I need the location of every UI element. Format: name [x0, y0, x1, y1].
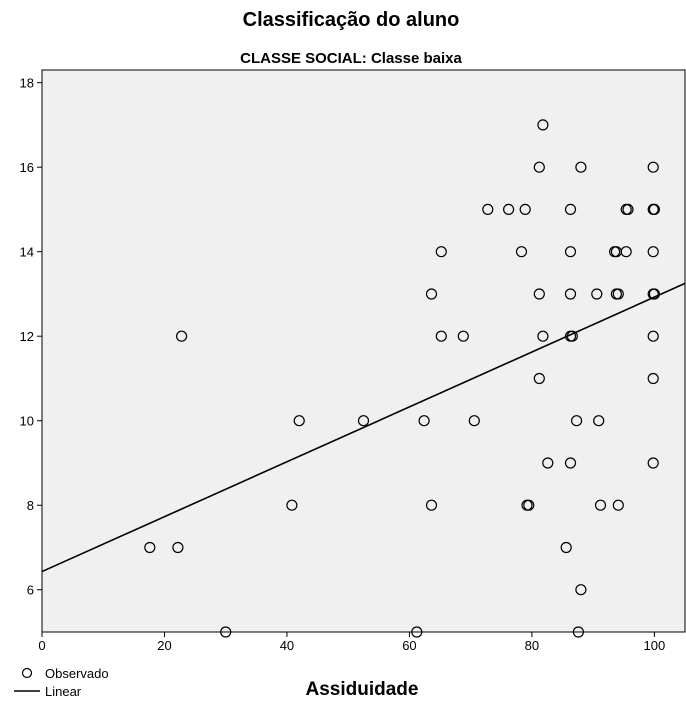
x-tick-label-4: 80	[525, 638, 539, 653]
x-tick-label-0: 0	[38, 638, 45, 653]
plot-area	[41, 69, 686, 633]
data-point-1	[172, 541, 184, 554]
data-point-14	[468, 415, 480, 427]
data-point-47	[620, 246, 632, 258]
data-point-23	[533, 372, 545, 385]
y-axis-ticks: 6 8 10 12 14 16 18	[20, 76, 42, 598]
data-point-8	[418, 415, 430, 427]
data-point-30	[564, 288, 577, 300]
data-point-17	[515, 246, 528, 258]
data-point-52	[647, 246, 659, 258]
data-point-29	[564, 246, 577, 258]
data-point-2	[176, 330, 188, 342]
scatter-points	[144, 119, 661, 638]
legend-observed-marker	[21, 667, 33, 679]
data-point-20	[523, 499, 535, 511]
data-point-4	[286, 499, 298, 511]
data-point-3	[220, 626, 232, 638]
chart-subtitle: CLASSE SOCIAL: Classe baixa	[240, 50, 462, 67]
data-point-57	[647, 457, 659, 469]
data-point-16	[503, 203, 515, 215]
data-point-5	[293, 415, 305, 427]
data-point-18	[519, 203, 531, 215]
data-point-6	[357, 415, 370, 427]
data-point-25	[537, 330, 549, 342]
data-point-48	[622, 203, 634, 215]
x-tick-label-2: 40	[280, 638, 294, 653]
y-tick-label-6: 18	[20, 76, 34, 91]
data-point-12	[435, 330, 447, 342]
legend: Observado Linear	[14, 666, 109, 699]
data-point-40	[594, 499, 607, 511]
data-point-22	[533, 288, 545, 300]
y-tick-label-0: 6	[27, 583, 34, 598]
chart-title: Classificação do aluno	[243, 9, 460, 31]
data-point-34	[570, 415, 583, 427]
legend-linear-label: Linear	[45, 684, 82, 699]
x-axis-label: Assiduidade	[306, 679, 419, 700]
data-point-35	[572, 626, 585, 638]
data-point-33	[564, 457, 577, 469]
data-point-38	[591, 288, 603, 300]
data-point-37	[575, 161, 587, 173]
x-axis-ticks: 0 20 40 60 80 100	[38, 632, 665, 653]
legend-observed-label: Observado	[45, 666, 109, 681]
y-tick-label-4: 14	[20, 245, 34, 260]
data-point-26	[542, 457, 554, 469]
data-point-21	[533, 161, 545, 173]
data-point-44	[612, 288, 624, 300]
x-tick-label-3: 60	[402, 638, 416, 653]
y-tick-label-1: 8	[27, 498, 34, 513]
x-tick-label-5: 100	[644, 638, 666, 653]
data-point-27	[560, 541, 572, 554]
y-tick-label-5: 16	[20, 160, 34, 175]
linear-fit-line	[41, 282, 686, 573]
x-tick-label-1: 20	[157, 638, 171, 653]
data-point-56	[647, 372, 659, 385]
data-point-15	[482, 203, 494, 215]
data-point-28	[564, 203, 577, 215]
y-tick-label-2: 10	[20, 414, 34, 429]
data-point-10	[425, 499, 438, 511]
data-point-49	[647, 161, 659, 173]
data-point-55	[647, 330, 659, 342]
data-point-7	[411, 626, 423, 638]
data-point-9	[425, 288, 438, 300]
data-point-11	[435, 246, 447, 258]
data-point-0	[144, 541, 156, 554]
y-tick-label-3: 12	[20, 329, 34, 344]
data-point-39	[593, 415, 605, 427]
data-point-24	[537, 119, 549, 131]
data-point-51	[648, 203, 661, 215]
data-point-36	[575, 584, 587, 596]
data-point-45	[612, 499, 624, 511]
data-point-13	[457, 330, 469, 342]
